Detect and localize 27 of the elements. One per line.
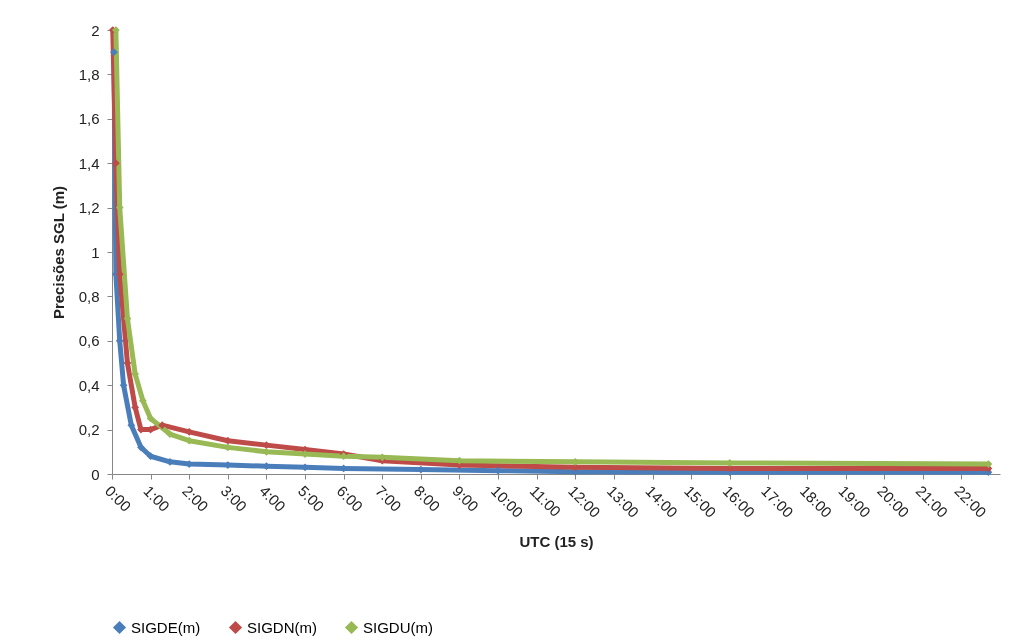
y-tick-label: 1	[91, 243, 100, 261]
x-tick-label: 0:00	[101, 482, 135, 515]
y-tick-label: 1,2	[78, 199, 100, 217]
y-tick-label: 0,6	[78, 332, 100, 350]
x-tick-label: 9:00	[449, 482, 483, 515]
x-tick-label: 8:00	[410, 482, 444, 515]
x-tick-label: 1:00	[140, 482, 174, 515]
y-tick-label: 0,4	[78, 376, 100, 394]
x-axis-title: UTC (15 s)	[519, 532, 594, 550]
x-tick-label: 4:00	[256, 482, 289, 515]
point	[137, 443, 145, 452]
x-tick-label: 2:00	[179, 482, 212, 515]
x-tick-label: 6:00	[333, 482, 367, 515]
y-axis-title: Precisões SGL (m)	[49, 185, 67, 320]
x-tick-label: 3:00	[217, 482, 251, 515]
legend-label: SIGDN(m)	[247, 618, 317, 636]
y-tick-label: 1,4	[78, 154, 100, 172]
y-tick-label: 0,8	[78, 287, 100, 305]
legend-label: SIGDE(m)	[131, 618, 201, 636]
y-tick-label: 0	[91, 465, 100, 483]
y-tick-label: 1,6	[78, 110, 100, 128]
y-tick-label: 2	[91, 21, 100, 39]
legend-label: SIGDU(m)	[363, 618, 433, 636]
point	[110, 48, 118, 57]
y-tick-label: 0,2	[78, 421, 100, 439]
y-tick-label: 1,8	[78, 65, 100, 83]
point	[111, 159, 120, 168]
